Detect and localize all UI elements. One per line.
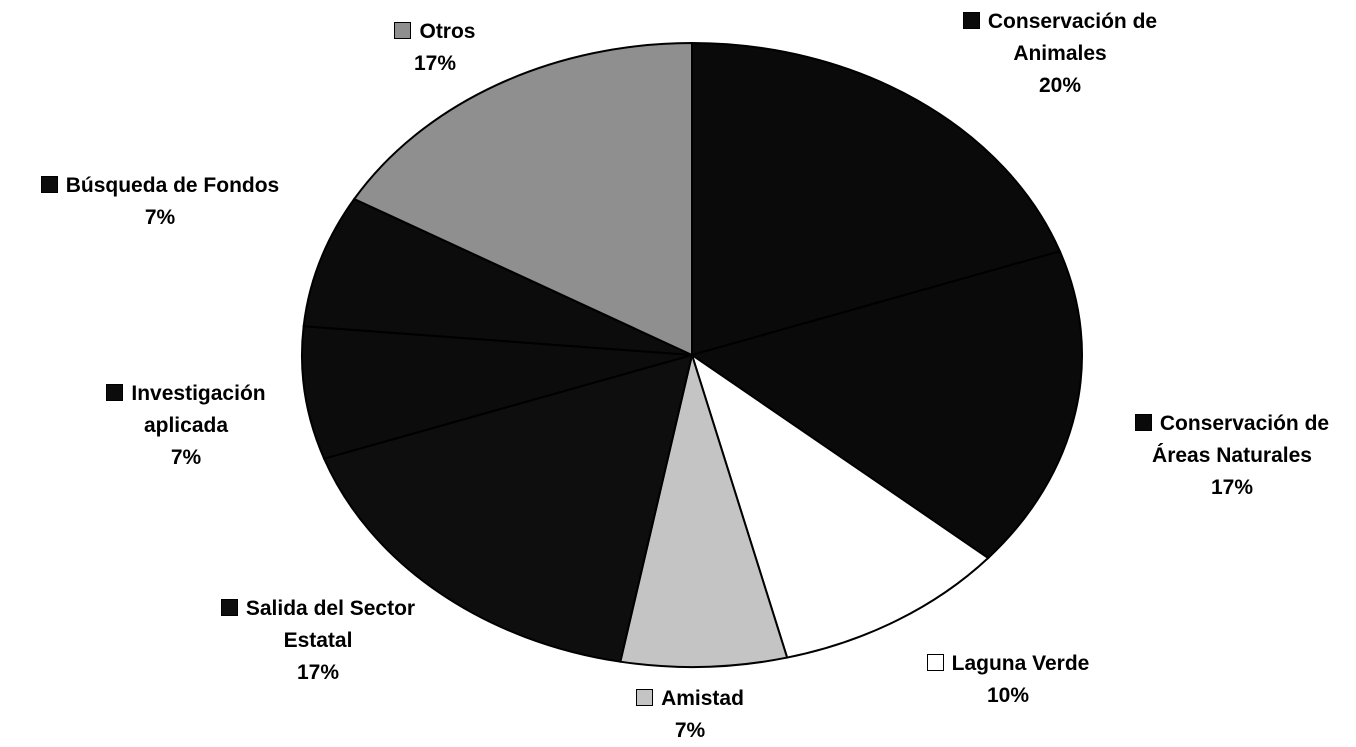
slice-label: Conservación de Animales 20% [953,6,1168,102]
value-label: 17% [413,52,457,75]
slice-label: Investigación aplicada 7% [84,378,289,474]
slice-label: Salida del Sector Estatal 17% [193,593,443,689]
legend-swatch [394,22,412,39]
pie-slice [689,250,1083,560]
category-label: Amistad [661,687,744,710]
slice-label: Conservación de Áreas Naturales 17% [1112,408,1352,504]
category-label: Investigación aplicada [131,382,266,437]
category-label: Salida del Sector Estatal [245,597,416,652]
value-label: 7% [144,206,176,229]
pie-slice [619,351,789,668]
category-label: Conservación de Áreas Naturales [1152,412,1330,467]
legend-swatch [220,599,238,616]
slice-label: Búsqueda de Fondos 7% [0,170,320,234]
slice-label: Otros 17% [335,16,535,80]
legend-swatch [106,384,124,401]
slice-label: Amistad 7% [580,683,800,747]
legend-swatch [40,176,58,193]
pie-slice [690,352,990,659]
legend-swatch [1134,414,1152,431]
category-label: Conservación de Animales [987,10,1158,65]
legend-swatch [962,12,980,29]
value-label: 17% [296,661,340,684]
value-label: 17% [1210,476,1254,499]
value-label: 10% [986,684,1030,707]
value-label: 7% [674,719,706,742]
legend-swatch [636,689,654,706]
legend-swatch [926,654,944,671]
value-label: 7% [170,446,202,469]
pie-slice [301,325,693,460]
category-label: Otros [419,20,476,43]
slice-label: Laguna Verde 10% [878,648,1138,712]
pie-slice [352,41,693,357]
value-label: 20% [1038,74,1082,97]
pie-slice [302,197,693,356]
pie-slice [322,353,694,663]
category-label: Laguna Verde [951,652,1090,675]
category-label: Búsqueda de Fondos [65,174,280,197]
